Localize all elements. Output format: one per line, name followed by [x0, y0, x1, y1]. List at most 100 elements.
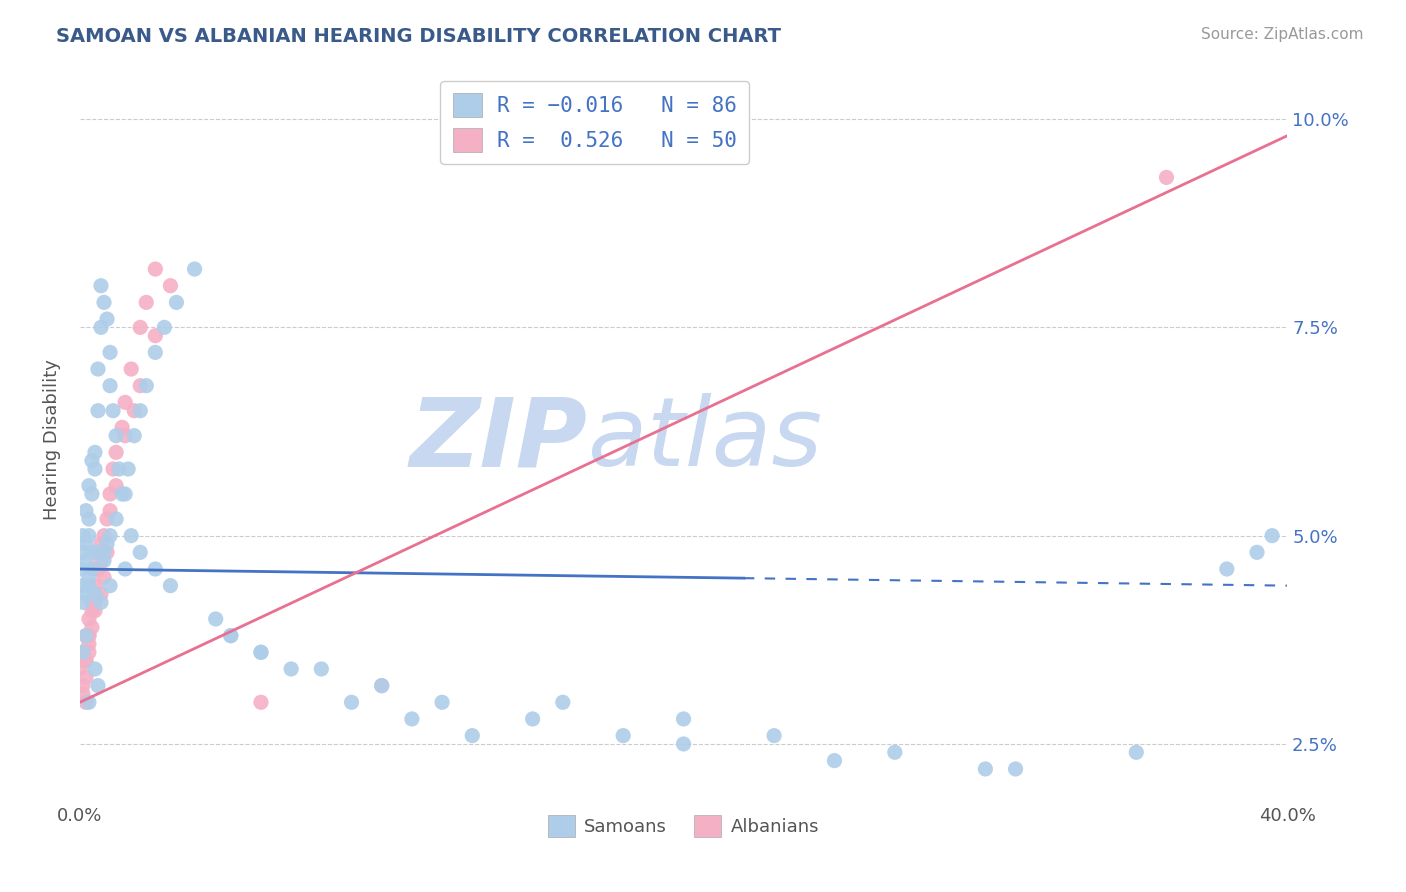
- Point: [75, 587, 97, 601]
- Point: [129, 545, 152, 559]
- Point: [311, 662, 333, 676]
- Point: [90, 595, 112, 609]
- Point: [183, 262, 205, 277]
- Point: [250, 645, 273, 659]
- Point: [87, 403, 110, 417]
- Point: [87, 362, 110, 376]
- Point: [883, 745, 905, 759]
- Point: [108, 462, 131, 476]
- Point: [122, 428, 145, 442]
- Point: [75, 695, 97, 709]
- Point: [80, 620, 103, 634]
- Point: [129, 320, 152, 334]
- Point: [370, 679, 392, 693]
- Point: [401, 712, 423, 726]
- Point: [98, 504, 121, 518]
- Point: [280, 662, 302, 676]
- Point: [763, 729, 786, 743]
- Point: [1246, 545, 1268, 559]
- Point: [93, 554, 115, 568]
- Y-axis label: Hearing Disability: Hearing Disability: [44, 359, 60, 520]
- Point: [461, 729, 484, 743]
- Point: [75, 629, 97, 643]
- Point: [80, 604, 103, 618]
- Point: [87, 562, 110, 576]
- Point: [77, 629, 100, 643]
- Point: [72, 595, 94, 609]
- Point: [1125, 745, 1147, 759]
- Point: [84, 462, 107, 476]
- Point: [80, 453, 103, 467]
- Point: [98, 378, 121, 392]
- Point: [1004, 762, 1026, 776]
- Point: [96, 545, 118, 559]
- Point: [101, 462, 124, 476]
- Point: [143, 262, 166, 277]
- Point: [84, 587, 107, 601]
- Point: [551, 695, 574, 709]
- Point: [72, 545, 94, 559]
- Point: [114, 562, 136, 576]
- Point: [84, 604, 107, 618]
- Point: [75, 554, 97, 568]
- Point: [72, 679, 94, 693]
- Point: [114, 487, 136, 501]
- Text: ZIP: ZIP: [409, 393, 586, 486]
- Point: [1156, 170, 1178, 185]
- Point: [90, 320, 112, 334]
- Point: [153, 320, 176, 334]
- Point: [75, 629, 97, 643]
- Legend: Samoans, Albanians: Samoans, Albanians: [541, 807, 827, 844]
- Point: [80, 487, 103, 501]
- Point: [75, 537, 97, 551]
- Point: [98, 345, 121, 359]
- Point: [672, 712, 695, 726]
- Point: [80, 595, 103, 609]
- Point: [166, 295, 188, 310]
- Point: [204, 612, 226, 626]
- Point: [93, 545, 115, 559]
- Point: [129, 403, 152, 417]
- Point: [250, 645, 273, 659]
- Point: [84, 595, 107, 609]
- Point: [159, 278, 181, 293]
- Point: [77, 529, 100, 543]
- Point: [93, 570, 115, 584]
- Point: [77, 579, 100, 593]
- Point: [87, 679, 110, 693]
- Point: [1261, 529, 1284, 543]
- Point: [159, 579, 181, 593]
- Point: [111, 487, 134, 501]
- Point: [122, 403, 145, 417]
- Point: [135, 295, 157, 310]
- Point: [98, 579, 121, 593]
- Point: [120, 362, 142, 376]
- Point: [93, 295, 115, 310]
- Point: [96, 537, 118, 551]
- Point: [105, 445, 128, 459]
- Point: [219, 629, 242, 643]
- Point: [250, 695, 273, 709]
- Point: [72, 579, 94, 593]
- Point: [129, 378, 152, 392]
- Point: [77, 512, 100, 526]
- Point: [75, 654, 97, 668]
- Point: [101, 403, 124, 417]
- Point: [105, 512, 128, 526]
- Point: [974, 762, 997, 776]
- Point: [84, 587, 107, 601]
- Text: Source: ZipAtlas.com: Source: ZipAtlas.com: [1201, 27, 1364, 42]
- Point: [77, 637, 100, 651]
- Point: [96, 512, 118, 526]
- Point: [72, 645, 94, 659]
- Point: [114, 395, 136, 409]
- Point: [98, 529, 121, 543]
- Point: [340, 695, 363, 709]
- Point: [80, 545, 103, 559]
- Point: [117, 462, 139, 476]
- Point: [522, 712, 544, 726]
- Point: [77, 645, 100, 659]
- Point: [75, 670, 97, 684]
- Point: [77, 629, 100, 643]
- Point: [111, 420, 134, 434]
